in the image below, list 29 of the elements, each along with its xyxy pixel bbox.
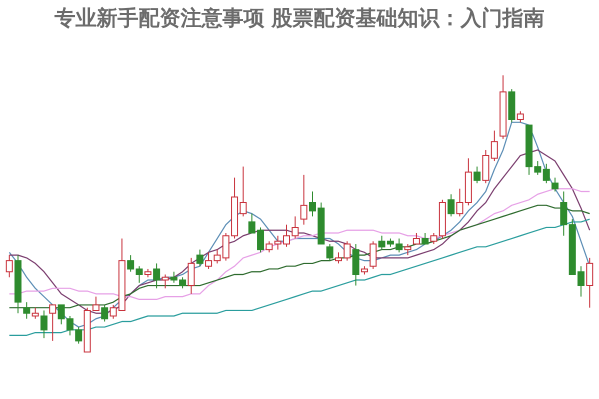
candlestick [552, 177, 559, 192]
candlestick [162, 274, 169, 289]
candlestick [188, 257, 195, 294]
candlestick [49, 304, 56, 342]
candlestick [490, 130, 498, 162]
candlestick [456, 188, 464, 217]
candlestick [40, 310, 48, 339]
candlestick [266, 240, 273, 253]
candlestick [127, 254, 134, 272]
candlestick [326, 244, 334, 262]
candlestick [560, 190, 568, 236]
candlestick [370, 240, 377, 270]
candlestick [474, 166, 481, 184]
candlestick [542, 163, 550, 184]
candlestick [153, 262, 160, 289]
candlestick [516, 110, 524, 123]
candlestick [32, 307, 39, 320]
chart-title: 专业新手配资注意事项 股票配资基础知识：入门指南 [53, 6, 545, 30]
candlestick [586, 257, 594, 308]
candlestick [300, 174, 308, 226]
candlestick [448, 194, 455, 217]
candlestick [196, 249, 204, 267]
candlestick [422, 232, 429, 245]
candlestick [6, 254, 13, 278]
candlestick [23, 302, 30, 320]
candlestick [101, 304, 108, 322]
candlestick [136, 266, 143, 284]
candlestick [412, 232, 420, 245]
candlestick [404, 244, 412, 256]
